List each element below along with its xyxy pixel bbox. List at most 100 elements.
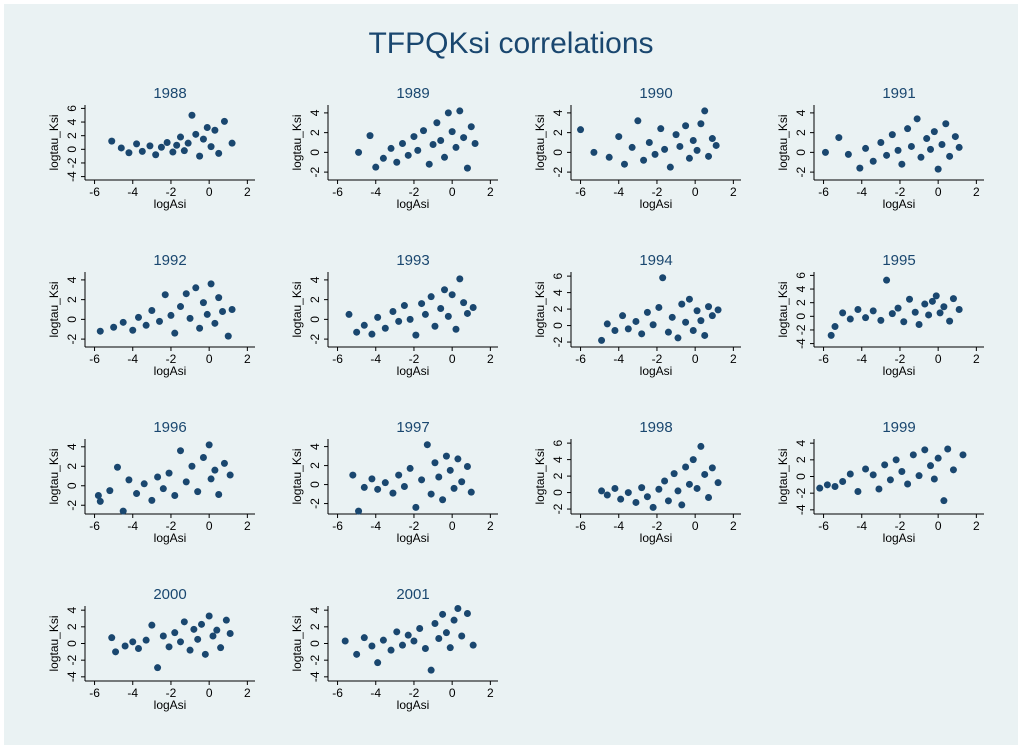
panel-title: 1997 (396, 419, 429, 436)
x-axis-label: logAsi (640, 197, 673, 211)
point (689, 456, 697, 464)
point (441, 286, 449, 294)
point (140, 480, 148, 488)
x-tick-label: 0 (449, 352, 456, 366)
point (186, 314, 194, 322)
y-tick-label: 2 (794, 299, 808, 306)
point (148, 306, 156, 314)
y-tick-label: -4 (65, 171, 79, 182)
y-axis-label: logtau_Ksi (47, 114, 61, 170)
point (942, 120, 950, 128)
x-axis-label: logAsi (154, 364, 187, 378)
point (603, 320, 611, 328)
x-axis-label: logAsi (154, 197, 187, 211)
point (917, 153, 925, 161)
point (182, 290, 190, 298)
point (689, 137, 697, 145)
point (441, 153, 449, 161)
y-tick-label: 0 (794, 473, 808, 480)
y-tick-label: 2 (794, 456, 808, 463)
point (705, 494, 713, 502)
point (697, 120, 705, 128)
y-tick-label: 2 (551, 305, 565, 312)
x-tick-label: -2 (166, 519, 177, 533)
point (638, 330, 646, 338)
point (154, 473, 162, 481)
point (215, 294, 223, 302)
point (439, 610, 447, 618)
point (393, 628, 401, 636)
point (454, 455, 462, 463)
point (940, 303, 948, 311)
point (203, 124, 211, 131)
point (198, 620, 206, 628)
point (148, 621, 156, 629)
point (161, 291, 169, 299)
x-tick-label: 0 (692, 519, 699, 533)
y-tick-label: -2 (794, 324, 808, 335)
point (177, 303, 185, 311)
point (121, 642, 129, 650)
point (450, 616, 458, 624)
point (431, 459, 439, 467)
x-tick-label: 2 (487, 185, 494, 199)
y-tick-label: 2 (308, 623, 322, 630)
point (374, 485, 382, 493)
y-tick-label: 2 (308, 296, 322, 303)
point (400, 302, 408, 310)
point (142, 636, 150, 644)
point (450, 484, 458, 492)
y-axis-label: logtau_Ksi (290, 114, 304, 170)
y-tick-label: 0 (65, 146, 79, 153)
y-tick-label: 6 (551, 272, 565, 279)
point (448, 291, 456, 299)
point (125, 476, 133, 484)
x-tick-label: -6 (89, 519, 100, 533)
point (425, 160, 433, 168)
point (463, 463, 471, 471)
point (404, 631, 412, 639)
point (209, 632, 217, 640)
point (418, 300, 426, 308)
point (471, 139, 479, 147)
point (883, 276, 891, 284)
y-axis-label: logtau_Ksi (290, 615, 304, 671)
point (640, 156, 648, 164)
point (946, 317, 954, 325)
panel-title: 1999 (882, 419, 915, 436)
point (220, 117, 228, 125)
point (133, 490, 141, 498)
point (460, 134, 468, 142)
point (182, 478, 190, 486)
point (697, 442, 705, 450)
x-tick-label: -2 (409, 686, 420, 700)
point (431, 620, 439, 627)
y-tick-label: -2 (551, 336, 565, 347)
point (112, 648, 120, 656)
point (881, 461, 889, 469)
point (171, 629, 179, 637)
chart-title: TFPQKsi correlations (368, 27, 653, 60)
point (655, 303, 663, 311)
y-axis-label: logtau_Ksi (47, 281, 61, 337)
point (930, 475, 938, 483)
y-axis-label: logtau_Ksi (47, 615, 61, 671)
point (877, 139, 885, 146)
point (898, 160, 906, 168)
point (693, 146, 701, 154)
point (414, 146, 422, 154)
point (835, 134, 843, 142)
point (368, 642, 376, 650)
point (940, 497, 948, 505)
y-tick-label: 2 (65, 296, 79, 303)
point (936, 309, 944, 317)
point (374, 659, 382, 667)
x-tick-label: -2 (652, 352, 663, 366)
point (199, 454, 207, 462)
point (167, 311, 175, 319)
point (463, 309, 471, 317)
x-tick-label: 2 (487, 352, 494, 366)
point (632, 317, 640, 325)
point (429, 140, 437, 148)
y-tick-label: 4 (65, 607, 79, 614)
